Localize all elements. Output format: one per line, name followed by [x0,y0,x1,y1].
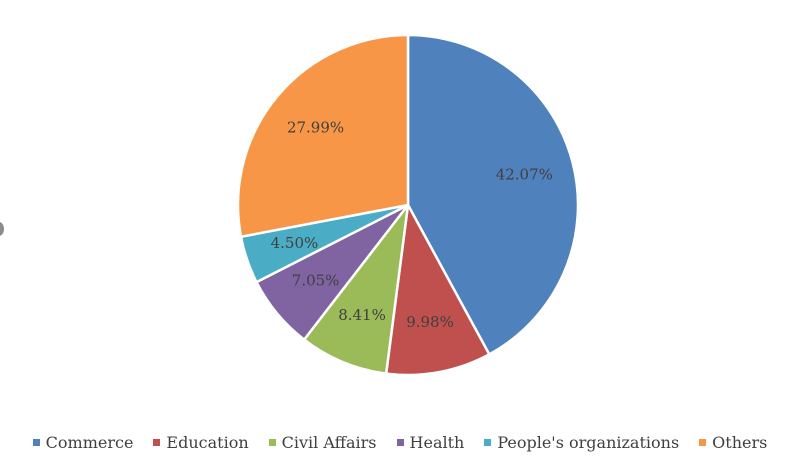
data-label-commerce: 42.07% [496,165,553,183]
legend-swatch-commerce [32,438,40,446]
pie-slice-education [384,203,491,377]
data-label-education: 9.98% [406,313,454,331]
legend-swatch-education [153,438,161,446]
legend-item-commerce: Commerce [32,432,134,452]
legend-swatch-peoples-organizations [484,438,492,446]
legend-item-civil-affairs: Civil Affairs [268,432,377,452]
data-label-civil-affairs: 8.41% [338,306,386,324]
data-label-people-s-organizations: 4.50% [271,234,319,252]
pie-data-labels: 42.07% 9.98% 8.41% 7.05% 4.50% 27.99% [271,118,553,330]
data-label-health: 7.05% [292,272,340,290]
data-label-others: 27.99% [287,118,344,136]
legend-swatch-health [396,438,404,446]
legend-label-peoples-organizations: People's organizations [497,432,680,452]
pie-slices [236,33,580,377]
pie-slice-others [236,33,410,238]
legend-label-education: Education [166,432,249,452]
pie-slice-commerce [406,33,580,356]
legend-swatch-others [699,438,707,446]
legend-label-others: Others [712,432,768,452]
legend-item-health: Health [396,432,465,452]
edge-handle-icon [0,222,4,236]
legend-item-peoples-organizations: People's organizations [484,433,679,452]
legend-label-civil-affairs: Civil Affairs [281,432,377,452]
legend-label-commerce: Commerce [45,432,134,452]
legend-label-health: Health [409,432,465,452]
pie-slice-civil-affairs [302,203,410,375]
legend-swatch-civil-affairs [268,438,276,446]
legend-item-others: Others [699,433,767,452]
legend: Commerce Education Civil Affairs Health … [0,430,800,454]
legend-item-education: Education [153,432,249,452]
